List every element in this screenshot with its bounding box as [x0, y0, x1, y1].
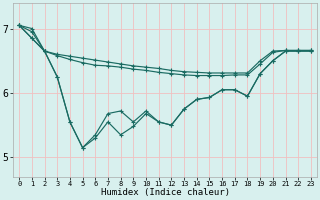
X-axis label: Humidex (Indice chaleur): Humidex (Indice chaleur): [100, 188, 229, 197]
